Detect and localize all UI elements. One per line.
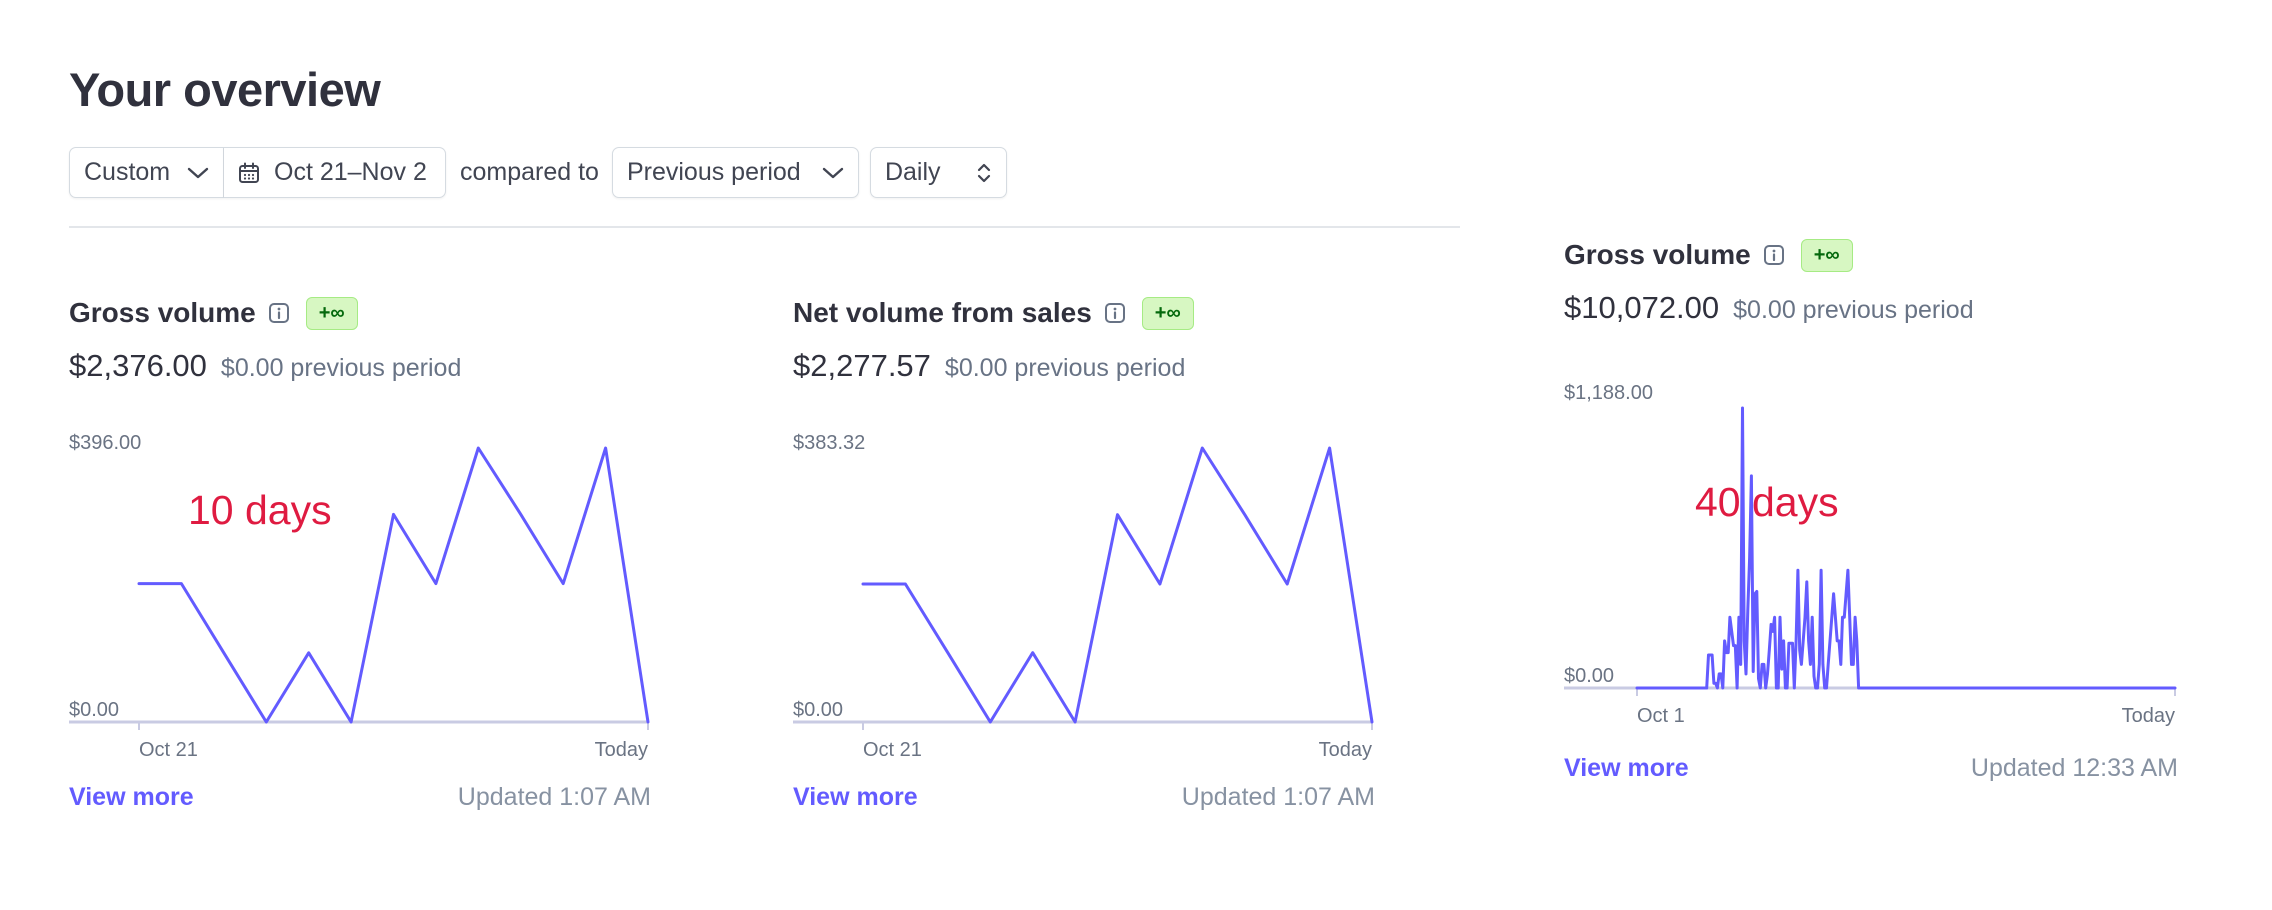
y-max-label: $396.00 — [69, 432, 141, 454]
page-title: Your overview — [69, 63, 381, 116]
chart-annotation: 40 days — [1695, 479, 1839, 525]
gross-volume-chart: $396.00 $0.00 Oct 21 Today 10 days — [69, 432, 650, 761]
gross-volume-40-day-chart: $1,188.00 $0.00 Oct 1 Today 40 days — [1564, 382, 2177, 727]
previous-period-amount: $0.00 previous period — [1733, 296, 1974, 324]
x-start-label: Oct 21 — [139, 739, 198, 761]
range-preset-dropdown[interactable]: Custom — [69, 147, 224, 198]
y-max-label: $383.32 — [793, 432, 865, 454]
updated-timestamp: Updated 12:33 AM — [1970, 754, 2178, 782]
comparison-dropdown[interactable]: Previous period — [611, 147, 859, 198]
calendar-icon — [238, 162, 260, 184]
gross-volume-card: Gross volume +∞ $2,376.00 $0.00 previous… — [69, 296, 461, 384]
x-end-label: Today — [2122, 705, 2175, 727]
x-end-label: Today — [1319, 739, 1372, 761]
series-line — [1635, 406, 2177, 690]
x-start-label: Oct 1 — [1637, 705, 1685, 727]
interval-select[interactable]: Daily — [869, 147, 1007, 198]
compared-to-label: compared to — [460, 158, 599, 186]
chevron-down-icon — [822, 166, 844, 180]
info-icon[interactable] — [1104, 302, 1126, 324]
y-min-label: $0.00 — [793, 699, 843, 721]
x-start-label: Oct 21 — [863, 739, 922, 761]
comparison-label: Previous period — [626, 158, 801, 186]
y-min-label: $0.00 — [1564, 665, 1614, 687]
info-icon[interactable] — [1763, 244, 1785, 266]
metric-amount: $2,277.57 — [793, 348, 931, 383]
gross-volume-40-day-card: Gross volume +∞ $10,072.00 $0.00 previou… — [1564, 238, 1974, 326]
info-icon[interactable] — [268, 302, 290, 324]
chart-annotation: 10 days — [188, 487, 332, 533]
metric-amount: $10,072.00 — [1564, 290, 1720, 325]
section-divider — [69, 226, 1460, 228]
view-more-link[interactable]: View more — [793, 783, 918, 811]
card-title: Gross volume — [69, 297, 256, 328]
previous-period-amount: $0.00 previous period — [220, 354, 462, 382]
previous-period-amount: $0.00 previous period — [944, 354, 1186, 382]
range-preset-label: Custom — [84, 158, 171, 186]
change-badge: +∞ — [1800, 238, 1853, 272]
view-more-link[interactable]: View more — [1564, 754, 1689, 782]
interval-label: Daily — [884, 158, 941, 186]
metric-amount: $2,376.00 — [69, 348, 207, 383]
updated-timestamp: Updated 1:07 AM — [457, 783, 651, 811]
change-badge: +∞ — [1141, 296, 1194, 330]
net-volume-chart: $383.32 $0.00 Oct 21 Today — [793, 432, 1374, 761]
y-min-label: $0.00 — [69, 699, 119, 721]
updated-timestamp: Updated 1:07 AM — [1181, 783, 1375, 811]
date-range-picker[interactable]: Oct 21–Nov 2 — [224, 147, 446, 198]
card-title: Net volume from sales — [793, 297, 1092, 328]
series-line — [137, 446, 650, 724]
card-title: Gross volume — [1564, 239, 1751, 270]
change-badge: +∞ — [305, 296, 358, 330]
y-max-label: $1,188.00 — [1564, 382, 1653, 404]
view-more-link[interactable]: View more — [69, 783, 194, 811]
chevron-up-down-icon — [976, 161, 992, 185]
filter-toolbar: Custom Oct 21–Nov 2 compared to Previous… — [69, 147, 1007, 198]
series-line — [861, 446, 1374, 724]
date-range-label: Oct 21–Nov 2 — [274, 158, 427, 186]
chevron-down-icon — [187, 166, 209, 180]
net-volume-card: Net volume from sales +∞ $2,277.57 $0.00… — [793, 296, 1194, 384]
x-end-label: Today — [595, 739, 648, 761]
